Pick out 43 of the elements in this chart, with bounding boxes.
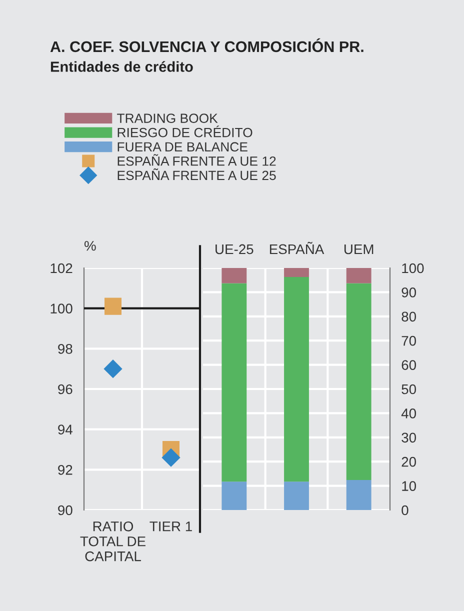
x-tick-label: TIER 1 [150, 522, 192, 532]
y-tick-label: 80 [402, 312, 416, 322]
point [104, 360, 122, 378]
bar [222, 268, 247, 284]
bar [284, 268, 309, 277]
x-tick-label: UEM [344, 244, 374, 254]
bar [222, 283, 247, 482]
bar [222, 482, 247, 510]
y-tick-label: 50 [402, 384, 416, 394]
bar [346, 268, 372, 284]
y-tick-label: 90 [58, 505, 72, 516]
y-tick-label: 90 [402, 288, 416, 298]
point [104, 298, 122, 315]
y-tick-label: 100 [50, 304, 72, 314]
y-tick-label: 30 [402, 432, 416, 443]
bar [346, 283, 372, 480]
x-tick-label: RATIO TOTAL DE CAPITAL [80, 521, 146, 562]
y-tick-label: 0 [402, 505, 408, 516]
y-tick-label: 98 [58, 344, 72, 354]
y-tick-label: 94 [58, 424, 72, 435]
legend-label: ESPAÑA FRENTE A UE 12 [118, 154, 276, 166]
bar [284, 276, 309, 482]
y-tick-label: 60 [402, 360, 416, 370]
y-tick-label: 96 [58, 384, 72, 394]
bar [346, 480, 372, 510]
y-tick-label: 92 [58, 465, 72, 475]
y-tick-label: 40 [401, 408, 416, 418]
chart-subtitle: Entidades de crédito [50, 61, 193, 72]
legend-label: TRADING BOOK [117, 114, 218, 123]
legend-label: RIESGO DE CRÉDITO [118, 126, 252, 138]
y-tick-label: 100 [402, 263, 424, 274]
bar [284, 482, 309, 510]
x-tick-label: UE-25 [216, 244, 254, 254]
point [162, 448, 180, 467]
x-tick-label: ESPAÑA [270, 242, 324, 254]
y-tick-label: 102 [50, 263, 72, 274]
y-tick-label: 20 [402, 456, 416, 467]
y-tick-label: 70 [402, 336, 416, 346]
legend-label: ESPAÑA FRENTE A UE 25 [118, 168, 276, 180]
y-axis-title: % [84, 240, 96, 251]
legend-label: FUERA DE BALANCE [118, 142, 248, 152]
chart-title: A. COEF. SOLVENCIA Y COMPOSICIÓN PR. [50, 38, 364, 52]
y-tick-label: 10 [402, 481, 416, 491]
